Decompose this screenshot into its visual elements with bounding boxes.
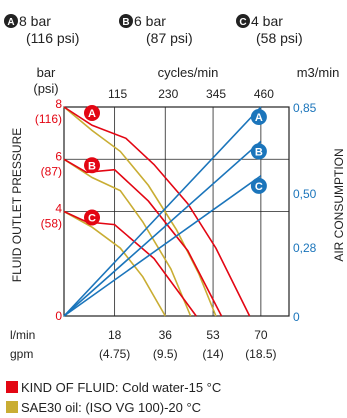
air-badge-a-letter: A <box>255 112 263 124</box>
water-badge-a-icon <box>84 105 100 121</box>
y-tick-label-bar: 6 <box>55 149 62 163</box>
plot-series <box>63 106 262 317</box>
y-tick-label-bar: 4 <box>55 202 62 216</box>
legend-label-water: KIND OF FLUID: Cold water-15 °C <box>21 380 221 395</box>
preset-c: C 4 bar (58 psi) <box>236 13 303 46</box>
water-badge-b-letter: B <box>88 160 96 172</box>
top-tick-label-cycles: 460 <box>254 87 274 101</box>
x-tick-label-gpm: (18.5) <box>245 347 276 361</box>
top-tick-label-cycles: 345 <box>206 87 226 101</box>
water-curve-b <box>63 158 223 317</box>
legend: KIND OF FLUID: Cold water-15 °C SAE30 oi… <box>6 380 221 415</box>
air-badge-c-letter: C <box>255 181 263 193</box>
plot-grid <box>63 106 290 317</box>
preset-b-psi: (87 psi) <box>146 30 193 46</box>
x-tick-label-lpm: 53 <box>206 328 220 342</box>
air-line-b <box>63 140 262 317</box>
y-tick-label-air: 0,28 <box>293 241 317 255</box>
air-line-c <box>63 175 262 317</box>
water-badge-b-icon <box>84 157 100 174</box>
right-axis-title: AIR CONSUMPTION <box>332 148 346 261</box>
preset-a-psi: (116 psi) <box>26 30 79 46</box>
preset-b-bar: 6 bar <box>134 13 166 29</box>
x-tick-label-lpm: 70 <box>254 328 268 342</box>
y-tick-label-psi: (58) <box>41 217 62 231</box>
air-badge-a-icon <box>250 109 267 125</box>
oil-curve-b <box>63 158 192 317</box>
x-tick-label-lpm: 18 <box>108 328 122 342</box>
oil-curve-a <box>63 106 217 317</box>
badge-a-icon <box>4 14 18 28</box>
top-tick-label-cycles: 115 <box>108 87 127 101</box>
water-badge-a-letter: A <box>88 108 96 120</box>
legend-swatch-oil <box>6 401 18 413</box>
oil-curve-c <box>63 210 166 317</box>
preset-a-bar: 8 bar <box>19 13 51 29</box>
x-tick-label-gpm: (9.5) <box>153 347 178 361</box>
y-tick-label-psi: (116) <box>35 112 62 126</box>
top-axis-unit: cycles/min <box>158 65 219 80</box>
preset-c-psi: (58 psi) <box>256 30 303 46</box>
left-unit-bar: bar <box>37 65 56 80</box>
air-badge-b-icon <box>250 143 267 160</box>
legend-label-oil: SAE30 oil: (ISO VG 100)-20 °C <box>21 400 201 415</box>
air-badge-c-icon <box>250 177 267 194</box>
y-tick-label-air: 0 <box>293 310 300 324</box>
left-axis-title: FLUID OUTLET PRESSURE <box>10 128 24 282</box>
y-tick-label-bar: 8 <box>55 97 62 111</box>
badge-c-letter: C <box>239 17 246 28</box>
preset-b: B 6 bar (87 psi) <box>119 13 193 46</box>
water-curve-a <box>63 106 251 317</box>
x-tick-label-lpm: 36 <box>159 328 173 342</box>
x-tick-label-gpm: (4.75) <box>99 347 130 361</box>
right-axis-unit: m3/min <box>297 65 340 80</box>
bottom-unit-lpm: l/min <box>10 328 35 342</box>
axis-ticks: 18(4.75)11536(9.5)23053(14)34570(18.5)46… <box>35 87 317 361</box>
preset-c-bar: 4 bar <box>251 13 283 29</box>
series-badges: A B C A B C <box>84 105 267 226</box>
bottom-unit-gpm: gpm <box>10 347 33 361</box>
preset-a: A 8 bar (116 psi) <box>4 13 79 46</box>
left-unit-psi: (psi) <box>33 81 58 96</box>
y-tick-label-bar: 0 <box>55 309 62 323</box>
y-tick-label-air: 0,50 <box>293 187 317 201</box>
legend-swatch-water <box>6 381 18 393</box>
water-badge-c-icon <box>84 209 100 226</box>
badge-b-icon <box>119 14 133 28</box>
badge-a-letter: A <box>7 17 14 28</box>
water-curve-c <box>63 210 197 317</box>
y-tick-label-air: 0,85 <box>293 101 317 115</box>
badge-c-icon <box>236 14 250 28</box>
air-badge-b-letter: B <box>255 146 263 158</box>
water-badge-c-letter: C <box>88 213 96 225</box>
x-tick-label-gpm: (14) <box>202 347 223 361</box>
air-line-a <box>63 106 262 317</box>
badge-b-letter: B <box>122 17 129 28</box>
y-tick-label-psi: (87) <box>41 164 62 178</box>
top-tick-label-cycles: 230 <box>158 87 178 101</box>
